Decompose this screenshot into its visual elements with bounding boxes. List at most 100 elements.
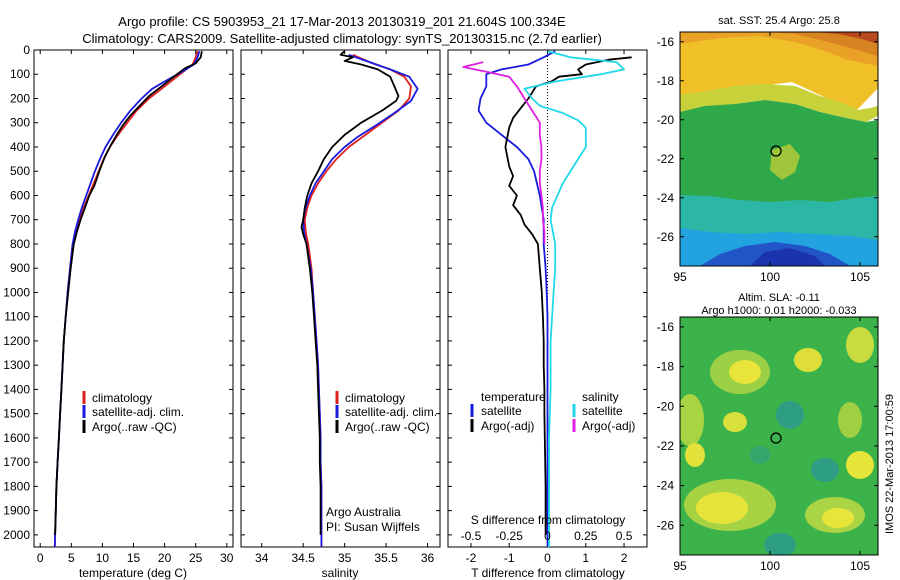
y-tick-label: 500 [10, 164, 30, 178]
difference-legend: temperature satellite Argo(-adj) salinit… [470, 390, 635, 433]
legend-label-climatology: climatology [345, 391, 405, 405]
map-x-tick-label: 100 [760, 559, 780, 573]
sla-map-ticks: 95 100 105 -16 -18 -20 -22 -24 -26 [657, 317, 878, 573]
header-line1: Argo profile: CS 5903953_21 17-Mar-2013 … [118, 14, 566, 29]
x-tick-label: 35.5 [374, 551, 398, 565]
map-x-tick-label: 95 [673, 270, 687, 284]
sla-low-blob [764, 533, 796, 555]
map-x-tick-label: 95 [673, 559, 687, 573]
series-line-s-argo-adj- [462, 61, 546, 244]
y-tick-label: 0 [23, 43, 30, 57]
legend-label-climatology: climatology [92, 391, 152, 405]
y-tick-label: 2000 [3, 528, 30, 542]
side-stamp: IMOS 22-Mar-2013 17:00:59 [884, 394, 896, 534]
salinity-difference-ticks: -0.5 -0.25 0 0.25 0.5 [461, 529, 633, 543]
top-tick-label: 0.25 [574, 529, 598, 543]
sla-peak-blob [794, 348, 822, 372]
sst-yellow-patch [770, 144, 800, 180]
y-tick-label: 200 [10, 91, 30, 105]
sla-map-title-line1: Altim. SLA: -0.11 [738, 292, 820, 304]
sla-map-frame [679, 316, 879, 556]
salinity-legend: climatology satellite-adj. clim. Argo(..… [335, 391, 437, 434]
y-tick-label: 1400 [3, 382, 30, 396]
y-tick-label: 900 [10, 261, 30, 275]
y-tick-label: 800 [10, 237, 30, 251]
difference-x-axis: -2 -1 0 1 2 [466, 50, 628, 565]
depth-axis: 0 100 200 300 400 500 600 700 800 900 1000 1100 1200… [3, 43, 233, 542]
sst-map-panel: sat. SST: 25.4 Argo: 25.8 95 100 105 -16 -18… [657, 15, 879, 284]
map-y-tick-label: -24 [657, 191, 675, 205]
sst-teal-region [680, 195, 878, 244]
legend-label-s-argo: Argo(-adj) [582, 419, 635, 433]
sla-high-blob [846, 327, 874, 363]
series-line-climatology [53, 50, 199, 547]
top-tick-label: -0.5 [461, 529, 482, 543]
annotation-argo-australia: Argo Australia [326, 505, 401, 519]
map-y-tick-label: -16 [657, 320, 675, 334]
map-y-tick-label: -26 [657, 230, 675, 244]
salinity-panel: 34 34.5 35 35.5 36 salinity climatology sate… [240, 49, 441, 580]
y-tick-label: 1200 [3, 334, 30, 348]
sst-map-title: sat. SST: 25.4 Argo: 25.8 [718, 15, 840, 27]
x-tick-label: 0 [544, 551, 551, 565]
y-tick-label: 1700 [3, 455, 30, 469]
x-tick-label: 36 [421, 551, 435, 565]
y-tick-label: 1500 [3, 407, 30, 421]
argo-location-marker [770, 145, 782, 157]
top-tick-label: 0.5 [616, 529, 633, 543]
map-y-tick-label: -18 [657, 360, 675, 374]
sla-map-panel: Altim. SLA: -0.11 Argo h1000: 0.01 h2000… [657, 292, 879, 573]
y-tick-label: 1600 [3, 431, 30, 445]
y-tick-label: 700 [10, 213, 30, 227]
salinity-x-axis: 34 34.5 35 35.5 36 [255, 50, 435, 565]
y-tick-label: 100 [10, 67, 30, 81]
sla-low-blob [811, 458, 839, 482]
legend-label-argo: Argo(..raw -QC) [345, 420, 430, 434]
y-tick-label: 1900 [3, 504, 30, 518]
sla-map-title-line2: Argo h1000: 0.01 h2000: -0.033 [701, 305, 856, 317]
sst-map-ticks: 95 100 105 -16 -18 -20 -22 -24 -26 [657, 32, 878, 284]
legend-label-t-argo: Argo(-adj) [481, 419, 534, 433]
x-tick-label: 1 [582, 551, 589, 565]
y-tick-label: 1300 [3, 358, 30, 372]
temperature-panel: 0100200300400500600700800900100011001200… [3, 43, 233, 580]
sla-peak-blob [846, 451, 874, 479]
map-x-tick-label: 105 [850, 270, 870, 284]
sst-heatmap [680, 32, 878, 266]
sla-low-blob [750, 446, 770, 464]
map-y-tick-label: -22 [657, 439, 675, 453]
sla-high-blob [680, 394, 704, 446]
map-y-tick-label: -18 [657, 74, 675, 88]
legend-label-s-satellite: satellite [582, 404, 623, 418]
map-y-tick-label: -22 [657, 152, 675, 166]
temperature-xlabel: temperature (deg C) [79, 566, 187, 580]
legend-title-temperature: temperature [481, 390, 546, 404]
sla-peak-blob [685, 443, 705, 467]
sla-peak-blob [822, 508, 854, 528]
map-x-tick-label: 105 [850, 559, 870, 573]
difference-xlabel: T difference from climatology [471, 566, 625, 580]
y-tick-label: 600 [10, 188, 30, 202]
y-tick-label: 1800 [3, 479, 30, 493]
sla-high-blob [838, 402, 862, 438]
sst-hottest-band [815, 32, 878, 44]
map-y-tick-label: -26 [657, 518, 675, 532]
top-tick-label: 0 [544, 529, 551, 543]
salinity-xlabel: salinity [322, 566, 359, 580]
y-tick-label: 1000 [3, 285, 30, 299]
sla-heatmap [680, 317, 878, 555]
difference-y-ticks [448, 49, 647, 536]
sst-hot-band [770, 32, 878, 56]
legend-label-t-satellite: satellite [481, 404, 522, 418]
x-tick-label: 20 [158, 551, 172, 565]
x-tick-label: 10 [96, 551, 110, 565]
x-tick-label: 5 [68, 551, 75, 565]
x-tick-label: -1 [504, 551, 515, 565]
salinity-y-ticks [241, 49, 440, 536]
map-y-tick-label: -20 [657, 113, 675, 127]
x-tick-label: 35 [338, 551, 352, 565]
series-line-s-satellite [523, 50, 625, 547]
map-x-tick-label: 100 [760, 270, 780, 284]
sla-peak-blob [729, 360, 761, 384]
difference-lines [462, 50, 632, 547]
